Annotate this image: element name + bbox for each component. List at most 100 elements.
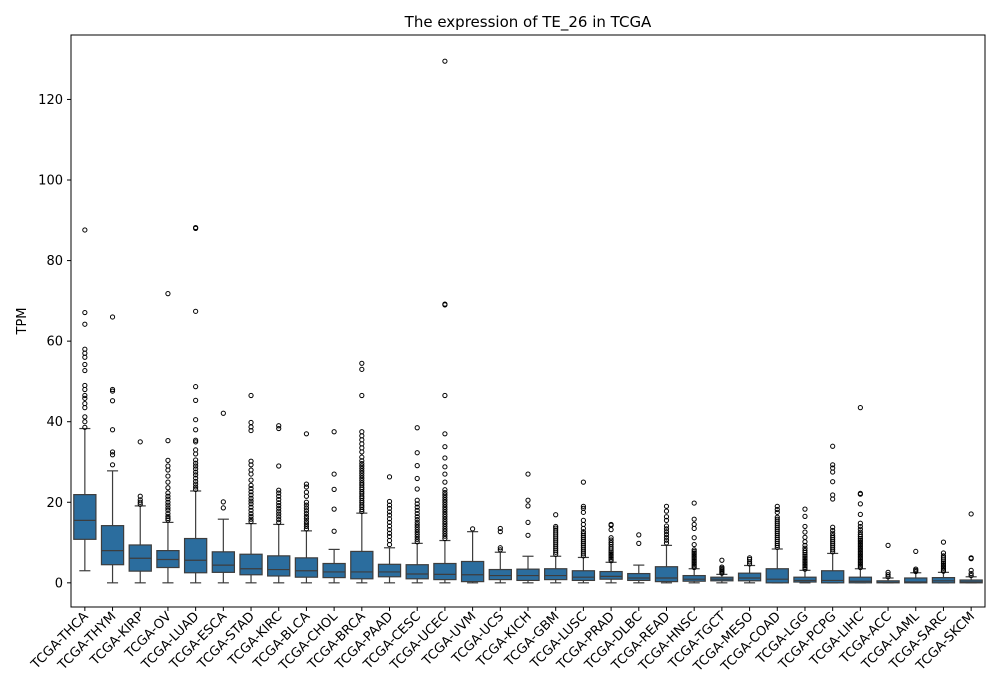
outlier-point <box>857 520 863 526</box>
outlier-point <box>414 486 420 492</box>
outlier-point <box>248 504 254 510</box>
outlier-point <box>220 505 226 511</box>
outlier-point <box>82 400 88 407</box>
outlier-point <box>525 532 531 538</box>
outlier-point <box>82 346 88 352</box>
outlier-point <box>802 529 808 535</box>
outlier-point <box>165 499 171 505</box>
outlier-point <box>248 510 254 517</box>
outlier-point <box>442 514 448 520</box>
outlier-point <box>774 516 780 522</box>
outlier-point <box>968 572 974 579</box>
outlier-point <box>691 547 697 553</box>
outlier-point <box>193 481 199 487</box>
outlier-point <box>331 471 337 477</box>
outlier-point <box>442 502 448 508</box>
outlier-point <box>276 463 282 469</box>
outlier-point <box>109 449 116 455</box>
outlier-point <box>857 545 863 551</box>
outlier-point <box>857 560 863 566</box>
outlier-point <box>442 497 448 503</box>
outlier-point <box>276 425 282 432</box>
outlier-point <box>165 479 171 485</box>
outlier-point <box>386 512 393 518</box>
outlier-point <box>608 558 614 564</box>
outlier-point <box>414 522 420 528</box>
outlier-point <box>442 511 448 517</box>
outlier-point <box>193 447 199 453</box>
outlier-point <box>719 564 725 570</box>
outlier-point <box>414 531 420 538</box>
box <box>654 566 679 583</box>
outlier-point <box>442 487 448 493</box>
box <box>848 576 873 584</box>
outlier-point <box>802 555 808 561</box>
outlier-point <box>165 507 171 513</box>
outlier-point <box>663 517 670 523</box>
outlier-point <box>802 566 808 572</box>
outlier-point <box>691 558 697 564</box>
outlier-point <box>940 550 947 556</box>
outlier-point <box>386 516 393 522</box>
outlier-point <box>857 539 863 545</box>
outlier-point <box>193 478 199 484</box>
outlier-point <box>442 506 448 513</box>
outlier-point <box>193 427 199 433</box>
outlier-point <box>386 519 393 526</box>
outlier-point <box>276 487 282 493</box>
outlier-point <box>359 429 365 435</box>
outlier-point <box>303 510 310 517</box>
outlier-point <box>442 479 448 485</box>
box <box>516 568 540 582</box>
outlier-point <box>663 508 670 514</box>
box <box>793 576 817 583</box>
outlier-point <box>525 519 531 526</box>
outlier-point <box>663 540 670 546</box>
outlier-point <box>719 557 725 563</box>
box <box>294 557 319 578</box>
outlier-point <box>248 492 254 498</box>
outlier-point <box>248 501 254 507</box>
outlier-point <box>802 564 808 571</box>
outlier-point <box>857 547 863 553</box>
outlier-point <box>193 486 199 492</box>
outlier-point <box>968 567 974 573</box>
outlier-point <box>248 498 254 504</box>
outlier-point <box>414 507 420 513</box>
outlier-point <box>608 527 614 533</box>
box <box>73 494 97 540</box>
outlier-point <box>414 475 420 482</box>
y-tick-label: 100 <box>38 174 63 189</box>
outlier-point <box>442 58 448 64</box>
outlier-point <box>414 510 420 517</box>
outlier-point <box>830 462 836 468</box>
outlier-point <box>580 479 586 485</box>
outlier-point <box>248 489 254 495</box>
outlier-point <box>553 527 559 533</box>
outlier-point <box>802 542 808 548</box>
outlier-point <box>276 423 282 429</box>
outlier-point <box>857 490 863 497</box>
outlier-point <box>276 500 282 506</box>
outlier-point <box>276 493 282 499</box>
outlier-point <box>248 427 254 434</box>
box <box>599 570 623 580</box>
outlier-point <box>248 392 254 399</box>
outlier-point <box>359 468 365 474</box>
outlier-point <box>276 508 282 514</box>
box <box>433 562 457 581</box>
outlier-point <box>165 291 171 297</box>
outlier-point <box>165 510 171 517</box>
outlier-point <box>82 321 88 327</box>
box <box>931 576 956 584</box>
outlier-point <box>442 471 448 477</box>
outlier-point <box>193 417 199 423</box>
outlier-point <box>442 535 448 542</box>
outlier-point <box>580 505 586 511</box>
outlier-point <box>691 553 697 559</box>
outlier-point <box>193 437 199 443</box>
outlier-point <box>608 554 614 561</box>
box <box>820 570 845 584</box>
outlier-point <box>414 514 420 520</box>
